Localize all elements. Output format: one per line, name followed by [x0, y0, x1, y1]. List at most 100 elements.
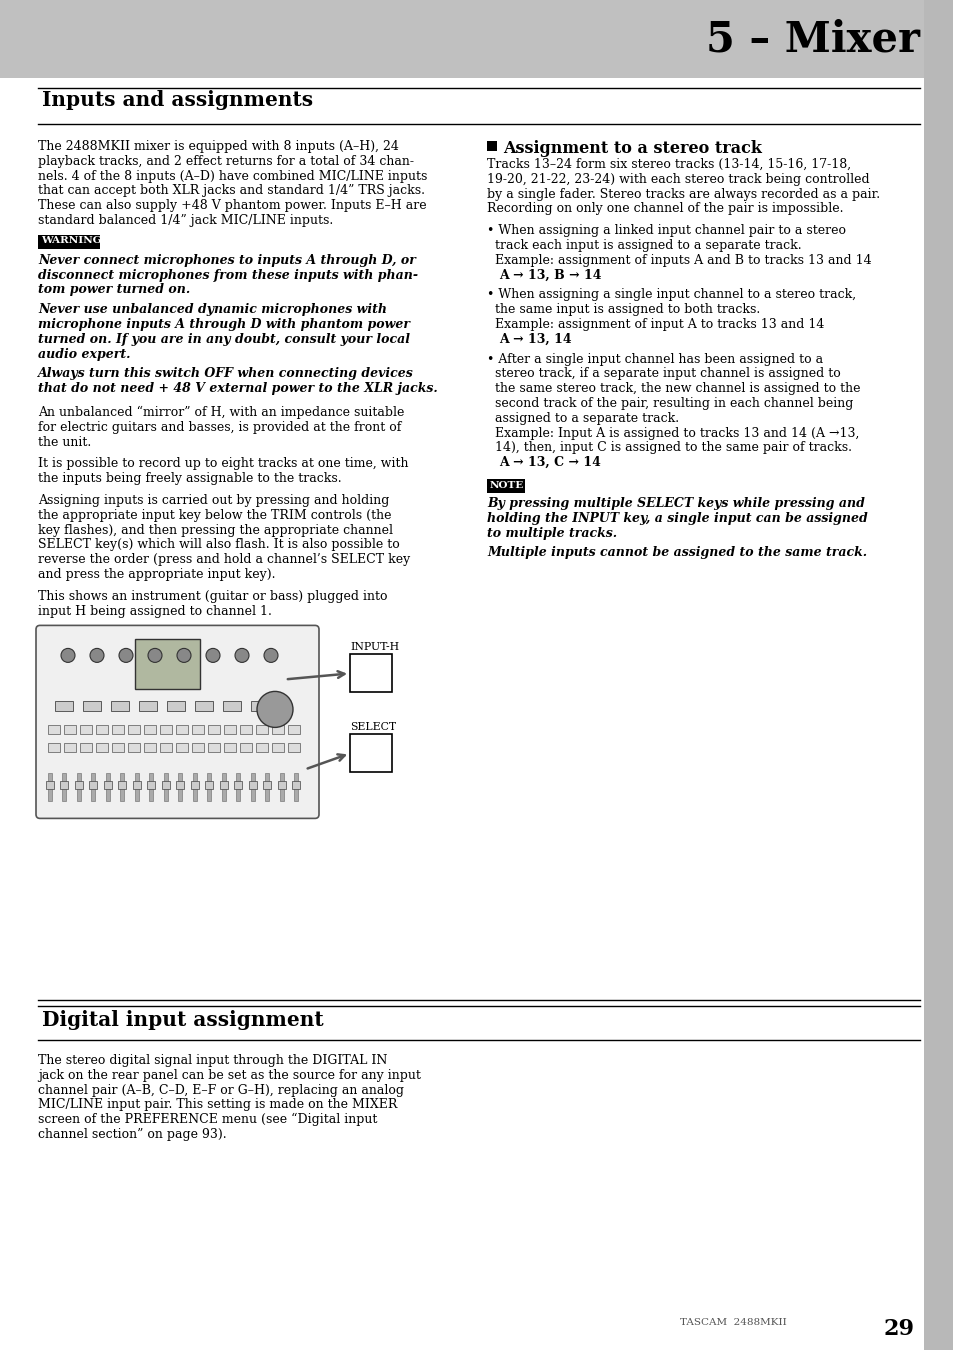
Bar: [236, 774, 240, 802]
Bar: [251, 702, 269, 711]
Bar: [208, 725, 220, 734]
Text: that do not need + 48 V external power to the XLR jacks.: that do not need + 48 V external power t…: [38, 382, 437, 396]
Text: standard balanced 1/4” jack MIC/LINE inputs.: standard balanced 1/4” jack MIC/LINE inp…: [38, 215, 333, 227]
Text: Example: Input A is assigned to tracks 13 and 14 (A →13,: Example: Input A is assigned to tracks 1…: [486, 427, 859, 440]
Text: tom power turned on.: tom power turned on.: [38, 284, 190, 297]
Text: 29: 29: [883, 1318, 914, 1341]
Bar: [90, 782, 97, 790]
Bar: [193, 774, 196, 802]
Text: by a single fader. Stereo tracks are always recorded as a pair.: by a single fader. Stereo tracks are alw…: [486, 188, 880, 201]
Bar: [205, 782, 213, 790]
Bar: [120, 774, 125, 802]
Text: The stereo digital signal input through the DIGITAL IN: The stereo digital signal input through …: [38, 1054, 387, 1067]
Text: that can accept both XLR jacks and standard 1/4” TRS jacks.: that can accept both XLR jacks and stand…: [38, 185, 424, 197]
Text: audio expert.: audio expert.: [38, 347, 131, 360]
Text: channel pair (A–B, C–D, E–F or G–H), replacing an analog: channel pair (A–B, C–D, E–F or G–H), rep…: [38, 1084, 403, 1096]
Bar: [272, 725, 284, 734]
Bar: [192, 744, 204, 752]
Bar: [178, 774, 182, 802]
Bar: [223, 702, 241, 711]
Bar: [128, 725, 140, 734]
Bar: [64, 725, 76, 734]
Bar: [191, 782, 199, 790]
Text: channel section” on page 93).: channel section” on page 93).: [38, 1129, 227, 1141]
Circle shape: [61, 648, 75, 663]
Text: key flashes), and then pressing the appropriate channel: key flashes), and then pressing the appr…: [38, 524, 393, 536]
Bar: [104, 782, 112, 790]
Text: Assignment to a stereo track: Assignment to a stereo track: [502, 140, 761, 157]
Text: NOTE: NOTE: [490, 481, 524, 490]
Bar: [294, 774, 298, 802]
Bar: [220, 782, 228, 790]
Bar: [148, 782, 155, 790]
Text: WARNING: WARNING: [41, 236, 102, 244]
Text: By pressing multiple SELECT keys while pressing and: By pressing multiple SELECT keys while p…: [486, 497, 864, 510]
Bar: [132, 782, 141, 790]
Bar: [234, 782, 242, 790]
Text: Example: assignment of inputs A and B to tracks 13 and 14: Example: assignment of inputs A and B to…: [486, 254, 871, 267]
Text: nels. 4 of the 8 inputs (A–D) have combined MIC/LINE inputs: nels. 4 of the 8 inputs (A–D) have combi…: [38, 170, 427, 182]
Text: second track of the pair, resulting in each channel being: second track of the pair, resulting in e…: [486, 397, 853, 410]
Circle shape: [206, 648, 220, 663]
Text: turned on. If you are in any doubt, consult your local: turned on. If you are in any doubt, cons…: [38, 333, 410, 346]
Bar: [175, 725, 188, 734]
Text: A → 13, 14: A → 13, 14: [498, 333, 571, 346]
Bar: [162, 782, 170, 790]
Bar: [272, 744, 284, 752]
Bar: [224, 725, 235, 734]
Bar: [280, 774, 284, 802]
Bar: [80, 744, 91, 752]
Text: assigned to a separate track.: assigned to a separate track.: [486, 412, 679, 425]
Bar: [293, 782, 300, 790]
Text: Never connect microphones to inputs A through D, or: Never connect microphones to inputs A th…: [38, 254, 416, 267]
Bar: [486, 479, 524, 493]
FancyBboxPatch shape: [36, 625, 318, 818]
Text: the appropriate input key below the TRIM controls (the: the appropriate input key below the TRIM…: [38, 509, 391, 522]
Circle shape: [177, 648, 191, 663]
Text: The 2488MKII mixer is equipped with 8 inputs (A–H), 24: The 2488MKII mixer is equipped with 8 in…: [38, 140, 398, 153]
Bar: [96, 744, 108, 752]
Bar: [118, 782, 127, 790]
Bar: [288, 725, 299, 734]
Bar: [55, 702, 73, 711]
Text: MIC/LINE input pair. This setting is made on the MIXER: MIC/LINE input pair. This setting is mad…: [38, 1099, 397, 1111]
Text: 19-20, 21-22, 23-24) with each stereo track being controlled: 19-20, 21-22, 23-24) with each stereo tr…: [486, 173, 869, 186]
Bar: [175, 744, 188, 752]
Text: reverse the order (press and hold a channel’s SELECT key: reverse the order (press and hold a chan…: [38, 554, 410, 566]
Text: An unbalanced “mirror” of H, with an impedance suitable: An unbalanced “mirror” of H, with an imp…: [38, 406, 404, 420]
Bar: [60, 782, 69, 790]
Text: and press the appropriate input key).: and press the appropriate input key).: [38, 568, 275, 580]
Bar: [486, 140, 497, 151]
Text: disconnect microphones from these inputs with phan-: disconnect microphones from these inputs…: [38, 269, 417, 282]
Text: screen of the PREFERENCE menu (see “Digital input: screen of the PREFERENCE menu (see “Digi…: [38, 1114, 377, 1126]
Circle shape: [264, 648, 277, 663]
Text: It is possible to record up to eight tracks at one time, with: It is possible to record up to eight tra…: [38, 458, 408, 470]
Text: for electric guitars and basses, is provided at the front of: for electric guitars and basses, is prov…: [38, 421, 401, 433]
Text: Tracks 13–24 form six stereo tracks (13-14, 15-16, 17-18,: Tracks 13–24 form six stereo tracks (13-…: [486, 158, 850, 171]
Bar: [48, 744, 60, 752]
Circle shape: [148, 648, 162, 663]
Circle shape: [119, 648, 132, 663]
Bar: [160, 725, 172, 734]
Bar: [46, 782, 54, 790]
Bar: [144, 725, 156, 734]
Text: microphone inputs A through D with phantom power: microphone inputs A through D with phant…: [38, 319, 410, 331]
Text: • After a single input channel has been assigned to a: • After a single input channel has been …: [486, 352, 822, 366]
Bar: [240, 725, 252, 734]
Bar: [265, 774, 269, 802]
Bar: [91, 774, 95, 802]
Text: Digital input assignment: Digital input assignment: [42, 1010, 323, 1030]
Text: input H being assigned to channel 1.: input H being assigned to channel 1.: [38, 605, 272, 617]
Bar: [224, 744, 235, 752]
Bar: [249, 782, 256, 790]
Text: • When assigning a single input channel to a stereo track,: • When assigning a single input channel …: [486, 289, 855, 301]
Bar: [139, 702, 157, 711]
Bar: [923, 0, 953, 1350]
Text: the inputs being freely assignable to the tracks.: the inputs being freely assignable to th…: [38, 472, 341, 485]
Text: TASCAM  2488MKII: TASCAM 2488MKII: [679, 1318, 786, 1327]
Text: to multiple tracks.: to multiple tracks.: [486, 526, 617, 540]
Bar: [83, 702, 101, 711]
Bar: [112, 744, 124, 752]
Circle shape: [234, 648, 249, 663]
Bar: [38, 88, 919, 122]
